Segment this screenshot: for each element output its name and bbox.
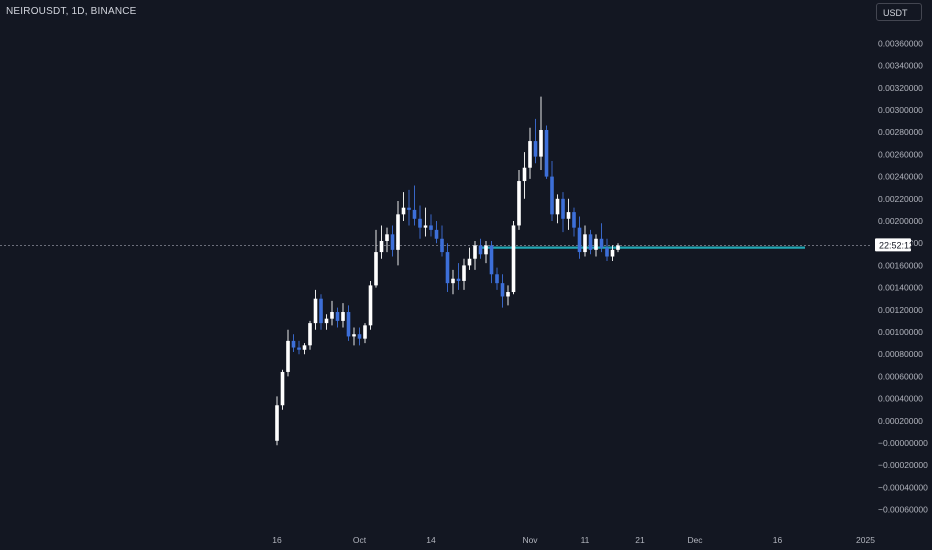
candle-body[interactable] bbox=[390, 234, 395, 250]
candle-body[interactable] bbox=[605, 247, 609, 257]
y-tick-label: −0.00040000 bbox=[878, 482, 928, 492]
y-tick-label: 0.00160000 bbox=[878, 260, 923, 270]
y-tick-label: 0.00260000 bbox=[878, 149, 923, 159]
y-tick-label: 0.00040000 bbox=[878, 394, 923, 404]
candle-body[interactable] bbox=[286, 340, 290, 372]
candle-body[interactable] bbox=[533, 141, 538, 157]
candle-body[interactable] bbox=[572, 212, 576, 228]
candle-body[interactable] bbox=[555, 198, 560, 215]
candle-body[interactable] bbox=[352, 334, 356, 337]
x-tick-label: Nov bbox=[522, 535, 538, 545]
candle-body[interactable] bbox=[511, 225, 516, 293]
candle-body[interactable] bbox=[539, 129, 543, 157]
candle-body[interactable] bbox=[418, 218, 422, 228]
candle-body[interactable] bbox=[385, 234, 389, 241]
candle-body[interactable] bbox=[495, 274, 499, 284]
candle-body[interactable] bbox=[528, 141, 532, 168]
candle-body[interactable] bbox=[594, 238, 598, 250]
candle-body[interactable] bbox=[368, 285, 373, 326]
x-tick-label: 16 bbox=[773, 535, 783, 545]
y-tick-label: 0.00320000 bbox=[878, 83, 923, 93]
candle-body[interactable] bbox=[302, 345, 307, 350]
y-tick-label: 0.00340000 bbox=[878, 61, 923, 71]
candle-body[interactable] bbox=[434, 229, 439, 239]
y-tick-label: 0.00140000 bbox=[878, 283, 923, 293]
candle-body[interactable] bbox=[330, 312, 334, 319]
candle-body[interactable] bbox=[374, 252, 378, 286]
candle-body[interactable] bbox=[583, 234, 587, 253]
candle-body[interactable] bbox=[588, 234, 593, 250]
candle-body[interactable] bbox=[341, 312, 345, 321]
candle-body[interactable] bbox=[346, 312, 351, 337]
countdown-badge bbox=[875, 238, 911, 252]
y-tick-label: 0.00020000 bbox=[878, 416, 923, 426]
x-tick-label: 11 bbox=[581, 535, 590, 545]
candle-body[interactable] bbox=[467, 258, 472, 266]
candle-body[interactable] bbox=[335, 312, 340, 321]
y-tick-label: 0.00280000 bbox=[878, 127, 923, 137]
x-tick-label: Oct bbox=[353, 535, 367, 545]
candle-body[interactable] bbox=[456, 278, 461, 281]
symbol-title[interactable]: NEIROUSDT, 1D, BINANCE bbox=[6, 6, 137, 17]
candle-body[interactable] bbox=[280, 371, 285, 406]
currency-button[interactable]: USDT bbox=[876, 3, 922, 21]
candle-body[interactable] bbox=[484, 245, 488, 255]
candle-body[interactable] bbox=[577, 227, 582, 253]
y-tick-label: −0.00000000 bbox=[878, 438, 928, 448]
candle-body[interactable] bbox=[291, 340, 296, 348]
countdown-label: 22:52:12 bbox=[879, 240, 914, 250]
candle-body[interactable] bbox=[462, 265, 466, 281]
candle-body[interactable] bbox=[599, 238, 604, 248]
y-tick-label: −0.00060000 bbox=[878, 505, 928, 515]
candle-body[interactable] bbox=[440, 238, 444, 253]
y-tick-label: 0.00100000 bbox=[878, 327, 923, 337]
y-tick-label: 0.00120000 bbox=[878, 305, 923, 315]
candle-body[interactable] bbox=[363, 325, 367, 339]
candle-body[interactable] bbox=[313, 298, 318, 324]
candle-body[interactable] bbox=[500, 283, 505, 297]
candle-body[interactable] bbox=[319, 298, 323, 324]
x-tick-label: 14 bbox=[426, 535, 436, 545]
candle-body[interactable] bbox=[423, 225, 428, 228]
candle-body[interactable] bbox=[324, 318, 329, 324]
candle-body[interactable] bbox=[478, 245, 483, 255]
x-tick-label: 2025 bbox=[856, 535, 875, 545]
candle-body[interactable] bbox=[401, 207, 406, 215]
candle-body[interactable] bbox=[275, 405, 279, 441]
candle-body[interactable] bbox=[308, 323, 312, 346]
candle-body[interactable] bbox=[506, 292, 510, 297]
candle-body[interactable] bbox=[473, 245, 477, 259]
candle-body[interactable] bbox=[517, 181, 521, 226]
candle-body[interactable] bbox=[396, 214, 400, 250]
y-tick-label: −0.00020000 bbox=[878, 460, 928, 470]
x-tick-label: Dec bbox=[687, 535, 703, 545]
y-tick-label: 0.00200000 bbox=[878, 216, 923, 226]
candle-body[interactable] bbox=[451, 278, 455, 284]
candle-body[interactable] bbox=[379, 240, 384, 253]
x-tick-label: 16 bbox=[272, 535, 282, 545]
y-tick-label: 0.00360000 bbox=[878, 38, 923, 48]
candle-body[interactable] bbox=[610, 249, 615, 257]
candle-body[interactable] bbox=[561, 198, 565, 219]
candle-body[interactable] bbox=[522, 167, 527, 182]
candle-body[interactable] bbox=[566, 212, 571, 219]
y-tick-label: 0.00060000 bbox=[878, 371, 923, 381]
y-tick-label: 0.00240000 bbox=[878, 172, 923, 182]
y-tick-label: 0.00080000 bbox=[878, 349, 923, 359]
x-tick-label: 21 bbox=[635, 535, 645, 545]
candle-body[interactable] bbox=[407, 207, 411, 210]
candle-body[interactable] bbox=[429, 225, 433, 230]
candle-body[interactable] bbox=[489, 245, 494, 275]
candle-body[interactable] bbox=[412, 209, 417, 219]
candle-body[interactable] bbox=[445, 252, 450, 284]
y-tick-label: 0.00220000 bbox=[878, 194, 923, 204]
y-tick-label: 0.00300000 bbox=[878, 105, 923, 115]
candle-body[interactable] bbox=[550, 176, 554, 215]
candle-body[interactable] bbox=[544, 129, 549, 177]
candle-body[interactable] bbox=[357, 334, 362, 339]
candle-body[interactable] bbox=[616, 245, 620, 250]
candle-body[interactable] bbox=[297, 347, 301, 350]
